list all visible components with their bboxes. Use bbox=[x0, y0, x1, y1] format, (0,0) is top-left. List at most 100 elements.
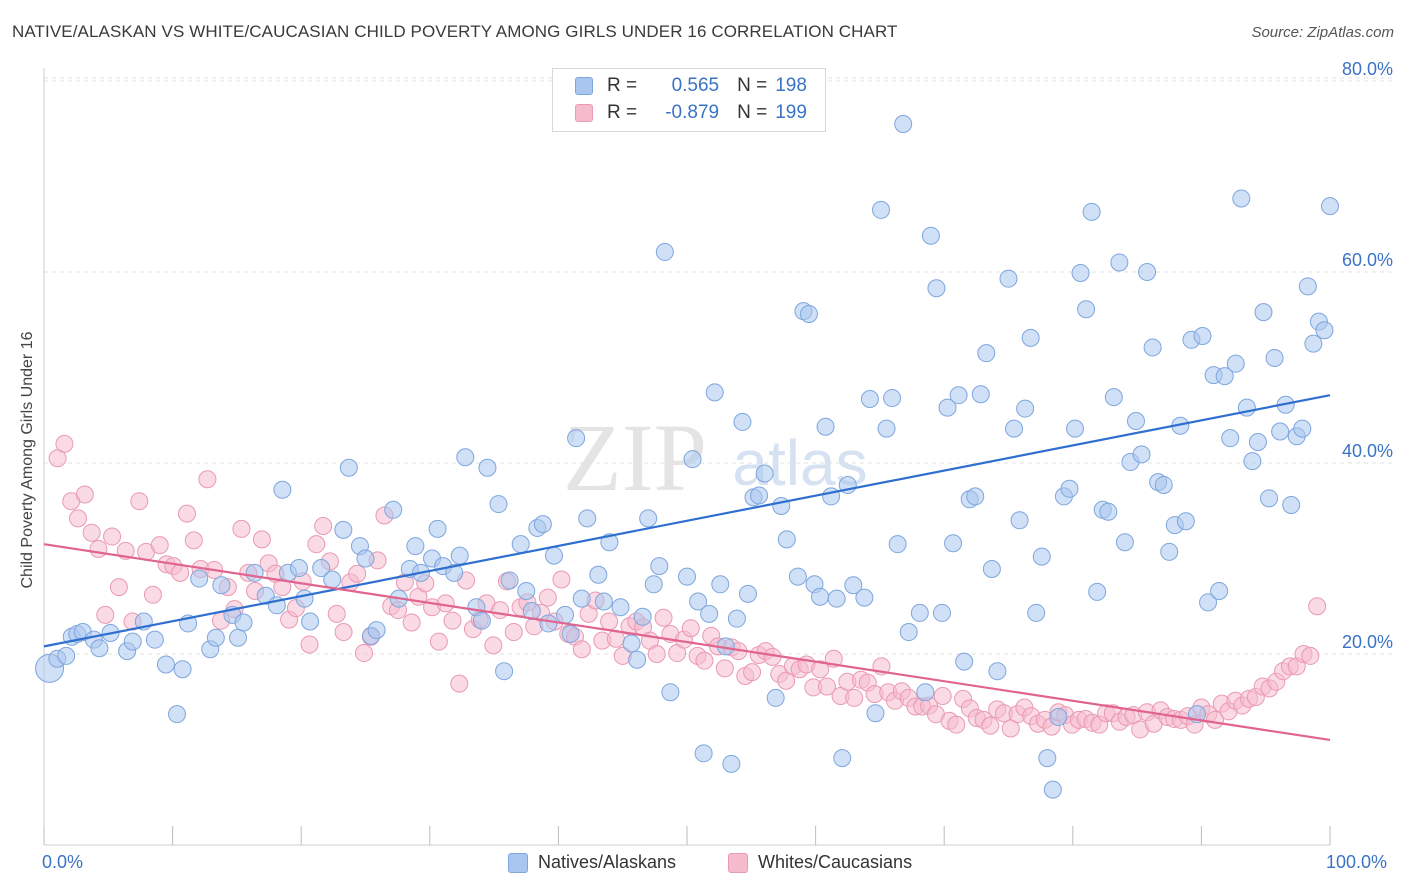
blue-point bbox=[589, 565, 608, 584]
blue-point bbox=[1071, 263, 1090, 282]
blue-point bbox=[450, 546, 469, 565]
blue-point bbox=[1282, 496, 1301, 515]
blue-point bbox=[572, 589, 591, 608]
blue-point bbox=[1126, 411, 1145, 430]
blue-point bbox=[1293, 419, 1312, 438]
blue-point bbox=[511, 535, 530, 554]
blue-point bbox=[206, 628, 225, 647]
blue-series bbox=[35, 114, 1339, 799]
blue-point bbox=[1088, 582, 1107, 601]
pink-point bbox=[177, 504, 196, 523]
y-tick-label: 40.0% bbox=[1342, 441, 1393, 461]
pink-point bbox=[314, 517, 333, 536]
pink-point bbox=[845, 688, 864, 707]
blue-point bbox=[755, 464, 774, 483]
blue-point bbox=[428, 519, 447, 538]
blue-point bbox=[544, 546, 563, 565]
pink-point bbox=[811, 660, 830, 679]
blue-point bbox=[456, 448, 475, 467]
blue-point bbox=[877, 419, 896, 438]
blue-point bbox=[655, 242, 674, 261]
blue-point bbox=[1027, 603, 1046, 622]
blue-point bbox=[622, 634, 641, 653]
blue-point bbox=[229, 628, 248, 647]
blue-point bbox=[1248, 432, 1267, 451]
pink-point bbox=[75, 485, 94, 504]
pink-point bbox=[89, 539, 108, 558]
blue-point bbox=[977, 344, 996, 363]
blue-point bbox=[1060, 479, 1079, 498]
pink-point bbox=[647, 645, 666, 663]
blue-point bbox=[472, 611, 491, 630]
pink-point bbox=[450, 674, 469, 693]
blue-point bbox=[916, 683, 935, 702]
blue-point bbox=[650, 557, 669, 576]
blue-point bbox=[694, 744, 713, 763]
blue-point bbox=[145, 630, 164, 649]
blue-point bbox=[971, 385, 990, 404]
blue-point bbox=[1193, 326, 1212, 345]
blue-point bbox=[955, 652, 974, 671]
blue-point bbox=[1038, 749, 1057, 768]
blue-point bbox=[738, 584, 757, 603]
blue-point bbox=[1099, 502, 1118, 521]
pink-point bbox=[348, 564, 367, 583]
blue-point bbox=[533, 515, 552, 534]
pink-point bbox=[69, 509, 88, 528]
chart-title: NATIVE/ALASKAN VS WHITE/CAUCASIAN CHILD … bbox=[12, 22, 898, 41]
pink-point bbox=[491, 601, 510, 620]
blue-point bbox=[766, 688, 785, 707]
blue-point bbox=[711, 575, 730, 594]
watermark-zip: ZIP bbox=[563, 404, 707, 511]
blue-point bbox=[1265, 348, 1284, 367]
blue-point bbox=[628, 650, 647, 669]
pink-point bbox=[1301, 646, 1320, 665]
blue-point bbox=[772, 496, 791, 515]
blue-point bbox=[921, 226, 940, 245]
pink-point bbox=[552, 570, 571, 589]
blue-point bbox=[982, 560, 1001, 579]
blue-point bbox=[1016, 399, 1035, 418]
pink-point bbox=[55, 434, 74, 453]
blue-point bbox=[777, 530, 796, 549]
blue-point bbox=[733, 412, 752, 431]
blue-point bbox=[1143, 338, 1162, 357]
blue-point bbox=[367, 621, 386, 640]
blue-point bbox=[156, 655, 175, 674]
legend-r-label: R = bbox=[607, 75, 638, 96]
blue-point bbox=[289, 559, 308, 578]
blue-point bbox=[301, 612, 320, 631]
blue-point bbox=[1260, 489, 1279, 508]
pink-point bbox=[695, 651, 714, 670]
blue-point bbox=[1232, 189, 1251, 208]
blue-point bbox=[1254, 303, 1273, 322]
pink-point bbox=[103, 527, 122, 546]
blue-point bbox=[827, 589, 846, 608]
blue-point bbox=[883, 389, 902, 408]
blue-point bbox=[273, 480, 292, 499]
blue-point bbox=[1043, 780, 1062, 799]
pink-point bbox=[654, 608, 673, 627]
blue-point bbox=[988, 662, 1007, 681]
blue-point bbox=[1132, 445, 1151, 464]
blue-point bbox=[334, 520, 353, 539]
pink-point bbox=[109, 578, 128, 597]
blue-point bbox=[966, 487, 985, 506]
legend-blue-n: 198 bbox=[775, 75, 807, 96]
blue-point bbox=[833, 749, 852, 768]
blue-point bbox=[1298, 277, 1317, 296]
legend-r-label: R = bbox=[607, 102, 638, 123]
blue-point bbox=[90, 639, 109, 658]
blue-point bbox=[517, 581, 536, 600]
blue-point bbox=[705, 383, 724, 402]
blue-point bbox=[1110, 253, 1129, 272]
blue-point bbox=[1199, 593, 1218, 612]
legend-pink-n: 199 bbox=[775, 102, 807, 123]
blue-point bbox=[644, 575, 663, 594]
y-tick-label: 60.0% bbox=[1342, 250, 1393, 270]
bottom-swatch-pink bbox=[728, 852, 748, 873]
blue-point bbox=[323, 570, 342, 589]
blue-point bbox=[1226, 354, 1245, 373]
blue-point bbox=[855, 588, 874, 607]
blue-point bbox=[594, 592, 613, 611]
